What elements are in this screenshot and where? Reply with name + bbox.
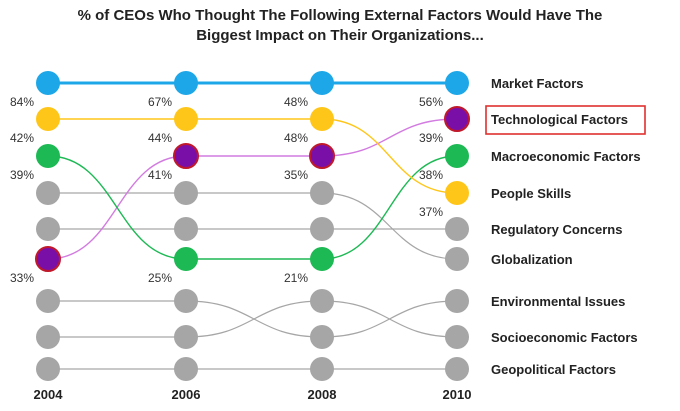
dot-geopolitical-factors-2006 bbox=[174, 357, 198, 381]
year-axis: 2004 2006 2008 2010 bbox=[34, 387, 472, 402]
factor-label-environmental-issues: Environmental Issues bbox=[491, 294, 625, 309]
value-label-people-skills-2006: 44% bbox=[148, 131, 172, 145]
dot-macroeconomic-factors-2008 bbox=[310, 247, 334, 271]
series-line-globalization bbox=[48, 192, 458, 260]
year-label-2006: 2006 bbox=[172, 387, 201, 402]
dot-people-skills-2008 bbox=[310, 107, 334, 131]
dot-market-factors-2010 bbox=[445, 71, 469, 95]
dot-people-skills-2006 bbox=[174, 107, 198, 131]
value-label-macroeconomic-factors-2010: 38% bbox=[419, 168, 443, 182]
series-line-socioeconomic-factors bbox=[48, 300, 458, 338]
chart-title: % of CEOs Who Thought The Following Exte… bbox=[0, 6, 680, 46]
dot-technological-factors-2004 bbox=[35, 246, 61, 272]
dot-socioeconomic-factors-2008 bbox=[310, 289, 334, 313]
factor-label-regulatory-concerns: Regulatory Concerns bbox=[491, 222, 622, 237]
dot-geopolitical-factors-2008 bbox=[310, 357, 334, 381]
value-label-market-factors-2008: 48% bbox=[284, 95, 308, 109]
dot-globalization-2006 bbox=[174, 181, 198, 205]
factor-label-socioeconomic-factors: Socioeconomic Factors bbox=[491, 330, 638, 345]
value-label-market-factors-2006: 67% bbox=[148, 95, 172, 109]
highlight-box bbox=[485, 105, 646, 135]
dot-environmental-issues-2008 bbox=[310, 325, 334, 349]
value-label-people-skills-2004: 42% bbox=[10, 131, 34, 145]
factor-label-globalization: Globalization bbox=[491, 252, 573, 267]
chart-title-line-2: Biggest Impact on Their Organizations... bbox=[196, 27, 484, 44]
chart-title-line-1: % of CEOs Who Thought The Following Exte… bbox=[77, 7, 603, 24]
factor-label-technological-factors: Technological Factors bbox=[491, 112, 628, 127]
dot-regulatory-concerns-2008 bbox=[310, 217, 334, 241]
factor-label-macroeconomic-factors: Macroeconomic Factors bbox=[491, 149, 641, 164]
year-label-2008: 2008 bbox=[308, 387, 337, 402]
factor-label-geopolitical-factors: Geopolitical Factors bbox=[491, 362, 616, 377]
dot-regulatory-concerns-2004 bbox=[36, 217, 60, 241]
value-label-technological-factors-2008: 35% bbox=[284, 168, 308, 182]
dot-technological-factors-2006 bbox=[173, 143, 199, 169]
value-label-macroeconomic-factors-2006: 25% bbox=[148, 271, 172, 285]
dot-macroeconomic-factors-2010 bbox=[445, 144, 469, 168]
year-label-2004: 2004 bbox=[34, 387, 64, 402]
dot-regulatory-concerns-2010 bbox=[445, 217, 469, 241]
series-lines bbox=[47, 81, 458, 370]
value-label-technological-factors-2010: 39% bbox=[419, 131, 443, 145]
dot-market-factors-2008 bbox=[310, 71, 334, 95]
dot-geopolitical-factors-2004 bbox=[36, 357, 60, 381]
dot-geopolitical-factors-2010 bbox=[445, 357, 469, 381]
year-label-2010: 2010 bbox=[443, 387, 472, 402]
value-label-people-skills-2008: 48% bbox=[284, 131, 308, 145]
value-label-market-factors-2010: 56% bbox=[419, 95, 443, 109]
value-label-macroeconomic-factors-2008: 21% bbox=[284, 271, 308, 285]
series-dots bbox=[35, 71, 470, 381]
factor-label-people-skills: People Skills bbox=[491, 186, 571, 201]
dot-environmental-issues-2004 bbox=[36, 289, 60, 313]
dot-people-skills-2004 bbox=[36, 107, 60, 131]
dot-socioeconomic-factors-2006 bbox=[174, 325, 198, 349]
dot-macroeconomic-factors-2004 bbox=[36, 144, 60, 168]
dot-globalization-2004 bbox=[36, 181, 60, 205]
dot-socioeconomic-factors-2010 bbox=[445, 325, 469, 349]
dot-globalization-2008 bbox=[310, 181, 334, 205]
series-line-environmental-issues bbox=[48, 300, 458, 338]
value-label-market-factors-2004: 84% bbox=[10, 95, 34, 109]
dot-environmental-issues-2010 bbox=[445, 289, 469, 313]
value-labels: 84% 67% 48% 56% 33% 41% 35% 39% 39% 25% 21% 38% 42% 4… bbox=[10, 95, 443, 285]
factor-labels: Market Factors Technological Factors Macro… bbox=[485, 76, 646, 377]
series-line-macroeconomic-factors bbox=[47, 155, 458, 260]
value-label-people-skills-2010: 37% bbox=[419, 205, 443, 219]
dot-socioeconomic-factors-2004 bbox=[36, 325, 60, 349]
dot-regulatory-concerns-2006 bbox=[174, 217, 198, 241]
value-label-technological-factors-2006: 41% bbox=[148, 168, 172, 182]
dot-people-skills-2010 bbox=[445, 181, 469, 205]
dot-environmental-issues-2006 bbox=[174, 289, 198, 313]
dot-market-factors-2004 bbox=[36, 71, 60, 95]
dot-technological-factors-2010 bbox=[444, 106, 470, 132]
factor-label-market-factors: Market Factors bbox=[491, 76, 583, 91]
value-label-technological-factors-2004: 33% bbox=[10, 271, 34, 285]
dot-technological-factors-2008 bbox=[309, 143, 335, 169]
dot-market-factors-2006 bbox=[174, 71, 198, 95]
dot-macroeconomic-factors-2006 bbox=[174, 247, 198, 271]
value-label-macroeconomic-factors-2004: 39% bbox=[10, 168, 34, 182]
series-line-technological-factors bbox=[47, 118, 458, 260]
dot-globalization-2010 bbox=[445, 247, 469, 271]
